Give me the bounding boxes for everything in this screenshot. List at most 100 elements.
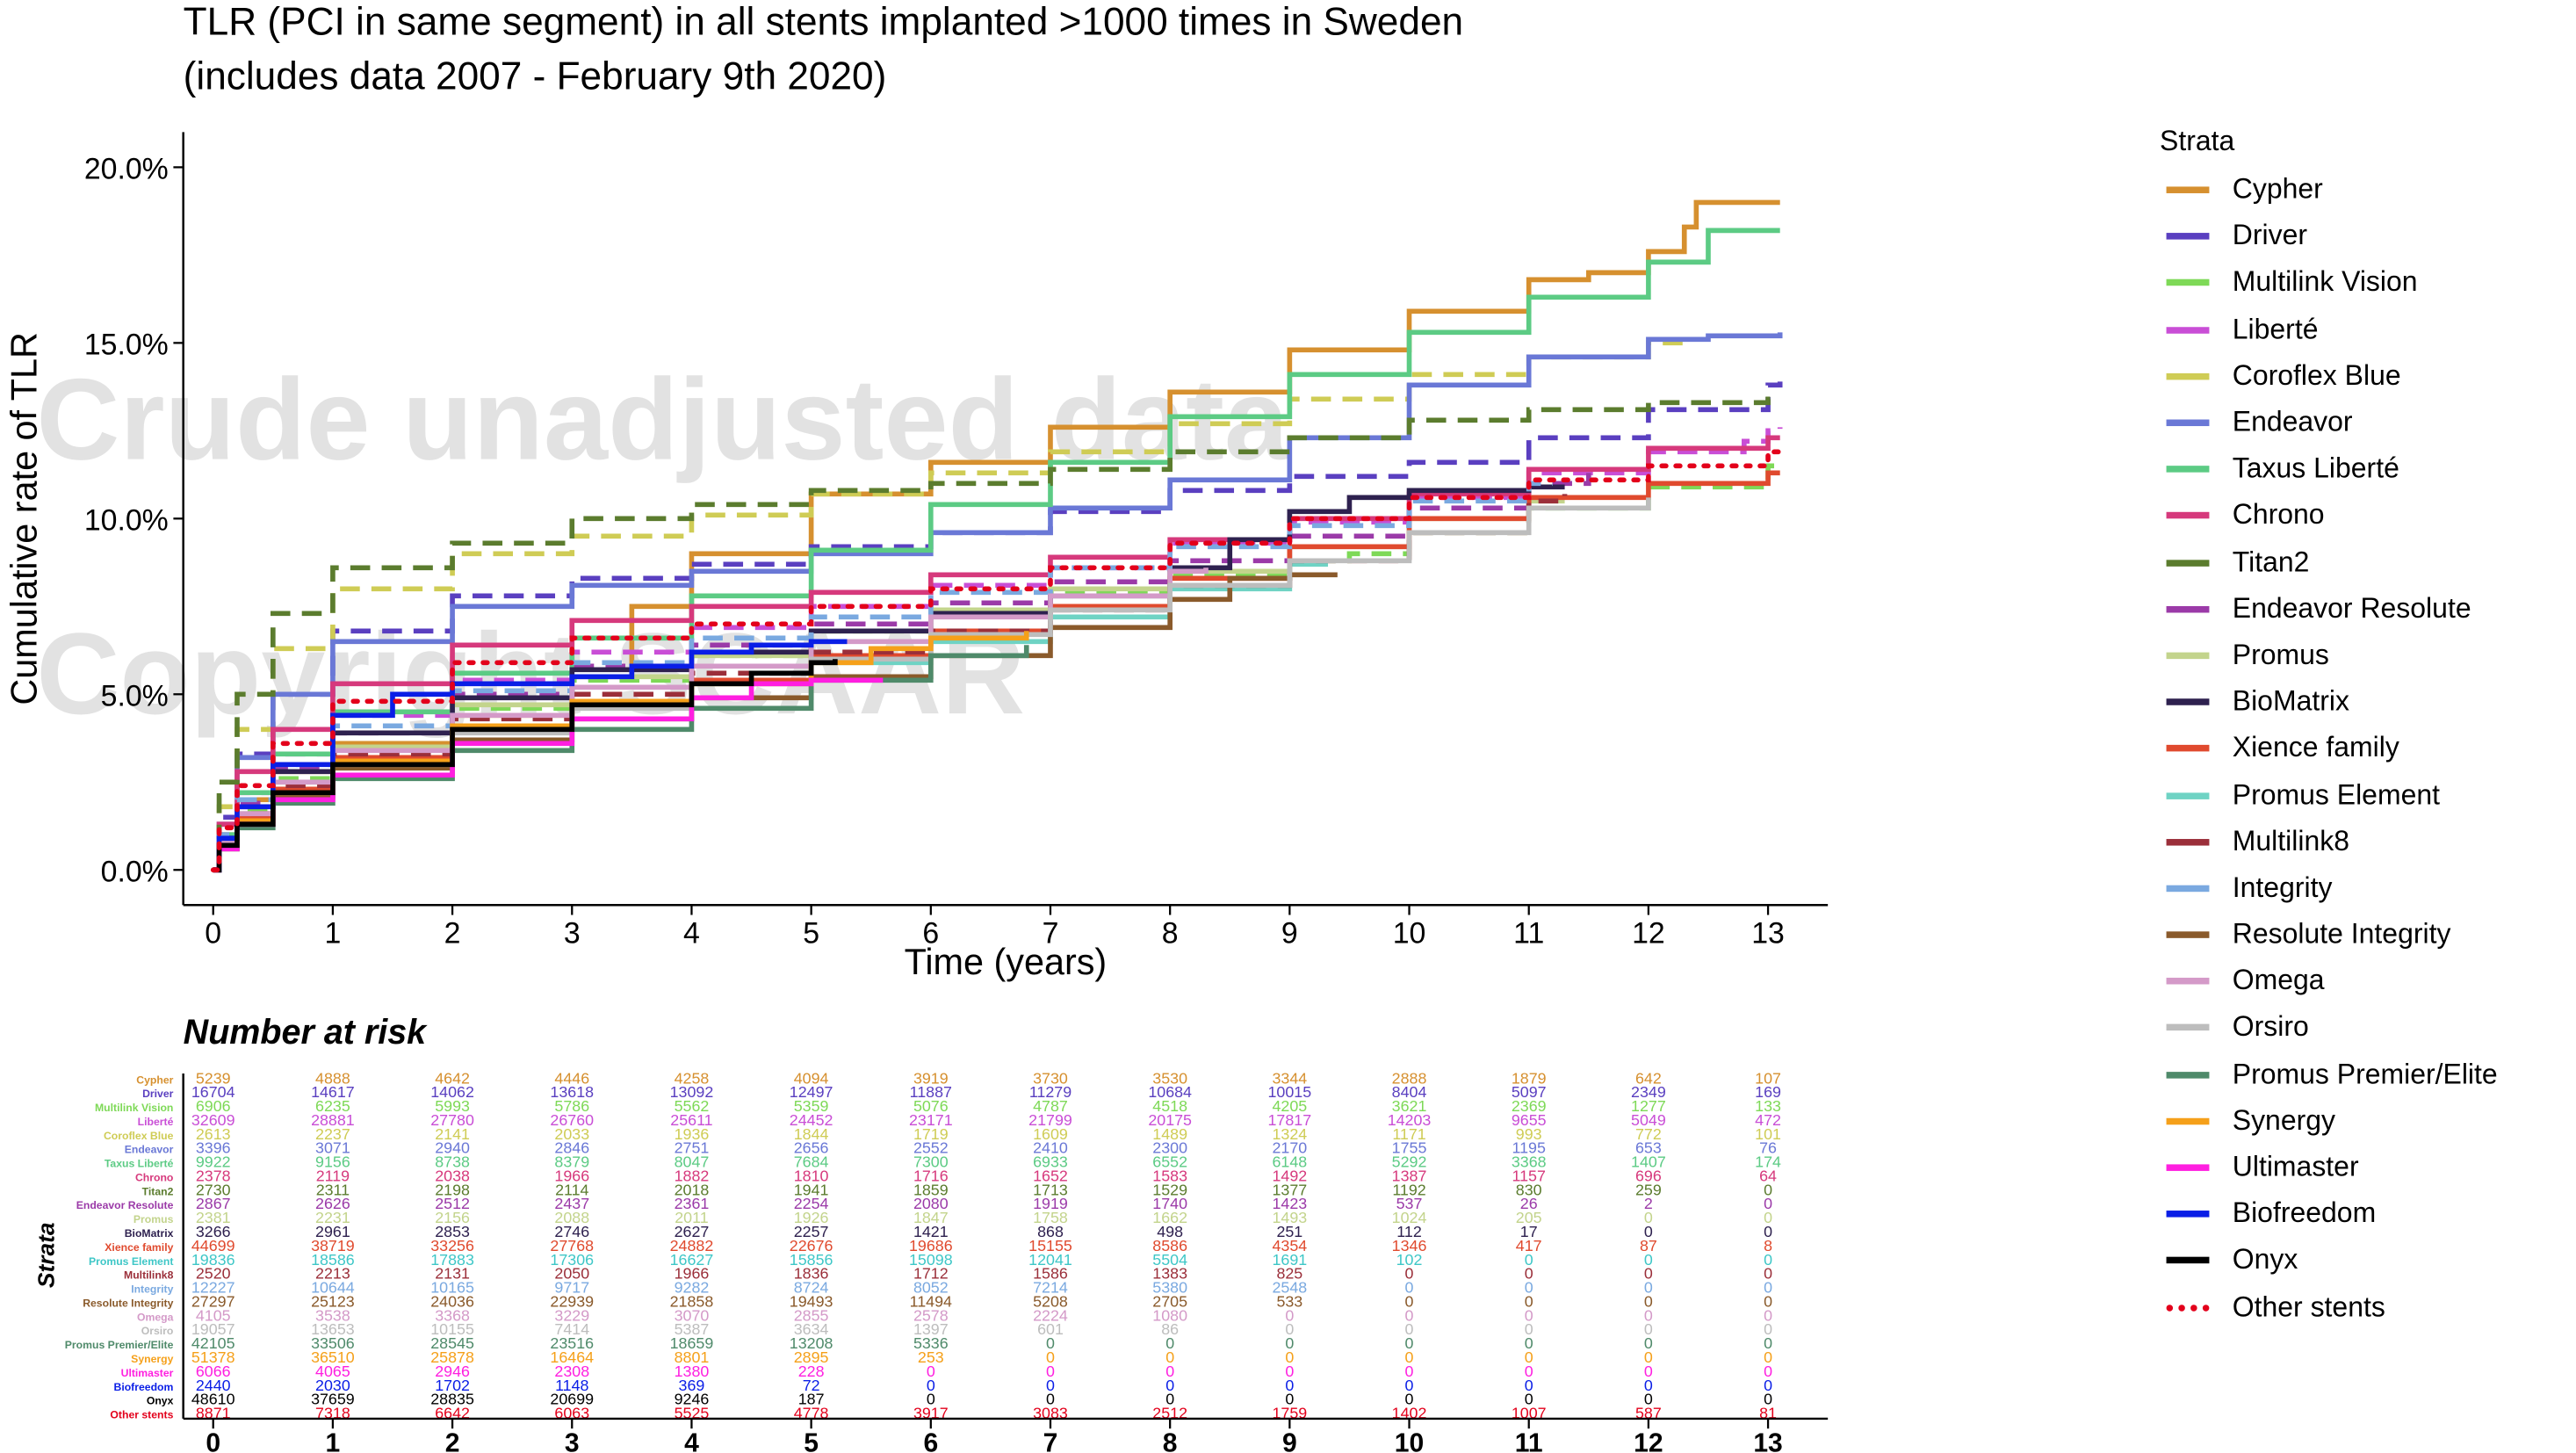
risk-cell: 537: [1396, 1195, 1423, 1212]
legend-label: Cypher: [2232, 173, 2323, 206]
risk-cell: 33256: [430, 1237, 474, 1254]
risk-cell: 1157: [1512, 1167, 1546, 1184]
risk-cell: 15098: [909, 1251, 953, 1269]
risk-cell: 2512: [435, 1195, 470, 1212]
risk-cell: 13208: [790, 1334, 833, 1352]
series-line-onyx: [213, 659, 838, 873]
risk-cell: 13618: [550, 1083, 594, 1101]
risk-cell: 13653: [311, 1320, 355, 1338]
risk-cell: 14617: [311, 1083, 355, 1101]
risk-row-label: Other stents: [110, 1409, 173, 1421]
risk-row-label: Ultimaster: [121, 1367, 174, 1379]
risk-cell: 0: [1644, 1306, 1653, 1324]
risk-cell: 2440: [196, 1377, 231, 1394]
risk-cell: 2141: [435, 1125, 470, 1143]
risk-cell: 2656: [794, 1139, 829, 1157]
risk-cell: 1402: [1392, 1405, 1427, 1422]
risk-cell: 7684: [794, 1153, 829, 1171]
risk-cell: 0: [1525, 1306, 1533, 1324]
risk-cell: 587: [1635, 1405, 1662, 1422]
risk-cell: 4065: [315, 1363, 350, 1380]
x-tick-label: 4: [683, 916, 700, 950]
risk-cell: 28545: [430, 1334, 474, 1352]
risk-row-label: Cypher: [136, 1073, 173, 1086]
risk-cell: 27780: [430, 1111, 474, 1129]
legend-label: Endeavor: [2232, 406, 2353, 438]
risk-row-label: Multilink8: [124, 1269, 174, 1282]
legend-key-swatch: [2166, 1024, 2210, 1032]
risk-cell: 0: [1405, 1363, 1414, 1380]
risk-cell: 4642: [435, 1069, 470, 1087]
legend-key-swatch: [2166, 559, 2210, 567]
risk-cell: 5097: [1512, 1083, 1547, 1101]
risk-cell: 0: [1405, 1265, 1414, 1283]
risk-cell: 0: [1644, 1265, 1653, 1283]
risk-cell: 2746: [554, 1223, 589, 1240]
risk-cell: 2114: [555, 1181, 588, 1198]
risk-cell: 1489: [1152, 1125, 1187, 1143]
risk-cell: 2050: [554, 1265, 589, 1283]
risk-cell: 0: [1165, 1363, 1174, 1380]
risk-cell: 2946: [435, 1363, 470, 1380]
risk-cell: 21799: [1028, 1111, 1072, 1129]
risk-cell: 3919: [913, 1069, 949, 1087]
x-tick-label: 2: [444, 916, 461, 950]
risk-cell: 2237: [315, 1125, 350, 1143]
risk-row-label: Orsiro: [141, 1325, 174, 1337]
risk-cell: 0: [1285, 1320, 1294, 1338]
risk-table-x-ticks: 0 1 2 3 4 5 6 7 8 9 10 11 12 13: [206, 1418, 1783, 1453]
legend-key-swatch: [2166, 931, 2210, 939]
risk-cell: 12497: [790, 1083, 833, 1101]
risk-cell: 19057: [191, 1320, 235, 1338]
risk-cell: 9655: [1512, 1111, 1547, 1129]
legend-key-swatch: [2166, 279, 2210, 287]
legend-label: Promus: [2232, 639, 2329, 671]
legend-item-resolute-integrity: Resolute Integrity: [2160, 912, 2572, 958]
risk-cell: 2361: [675, 1195, 710, 1212]
risk-cell: 642: [1635, 1069, 1662, 1087]
legend-key-swatch: [2166, 698, 2210, 706]
risk-x-tick-label: 8: [1163, 1429, 1178, 1453]
risk-cell: 9717: [554, 1279, 589, 1297]
risk-row-label: Omega: [137, 1311, 174, 1323]
risk-cell: 9246: [675, 1391, 710, 1408]
risk-cell: 1397: [913, 1320, 949, 1338]
risk-cell: 1148: [555, 1377, 588, 1394]
legend-item-driver: Driver: [2160, 213, 2572, 260]
risk-cell: 32609: [191, 1111, 235, 1129]
risk-x-tick-label: 12: [1634, 1429, 1663, 1453]
risk-cell: 7214: [1033, 1279, 1068, 1297]
legend-key-swatch: [2166, 512, 2210, 520]
risk-cell: 1493: [1272, 1209, 1307, 1226]
y-tick-label: 20.0%: [84, 153, 169, 186]
risk-cell: 2254: [794, 1195, 829, 1212]
risk-cell: 0: [1764, 1195, 1772, 1212]
risk-cell: 1966: [675, 1265, 710, 1283]
risk-cell: 17: [1520, 1223, 1538, 1240]
risk-cell: 2552: [913, 1139, 949, 1157]
risk-cell: 24036: [430, 1292, 474, 1310]
risk-cell: 18586: [311, 1251, 355, 1269]
risk-cell: 1712: [913, 1265, 949, 1283]
legend-label: Liberté: [2232, 313, 2319, 345]
risk-cell: 26: [1520, 1195, 1538, 1212]
legend-label: Multilink8: [2232, 825, 2349, 857]
legend-item-ultimaster: Ultimaster: [2160, 1145, 2572, 1191]
risk-cell: 3917: [913, 1405, 949, 1422]
risk-cell: 2613: [196, 1125, 231, 1143]
risk-row-label: Liberté: [138, 1116, 174, 1128]
legend-label: BioMatrix: [2232, 685, 2349, 718]
risk-cell: 1716: [913, 1167, 949, 1184]
x-tick-label: 12: [1632, 916, 1665, 950]
x-axis-label: Time (years): [905, 942, 1108, 982]
risk-cell: 23516: [550, 1334, 594, 1352]
legend-label: Synergy: [2232, 1104, 2336, 1137]
legend-label: Promus Element: [2232, 778, 2441, 811]
risk-cell: 2378: [196, 1167, 231, 1184]
risk-cell: 2088: [554, 1209, 589, 1226]
risk-cell: 2855: [794, 1306, 829, 1324]
risk-row-label: BioMatrix: [125, 1227, 174, 1240]
legend-key-swatch: [2166, 466, 2210, 473]
legend-item-promus-premier-elite: Promus Premier/Elite: [2160, 1052, 2572, 1098]
x-tick-label: 8: [1162, 916, 1179, 950]
